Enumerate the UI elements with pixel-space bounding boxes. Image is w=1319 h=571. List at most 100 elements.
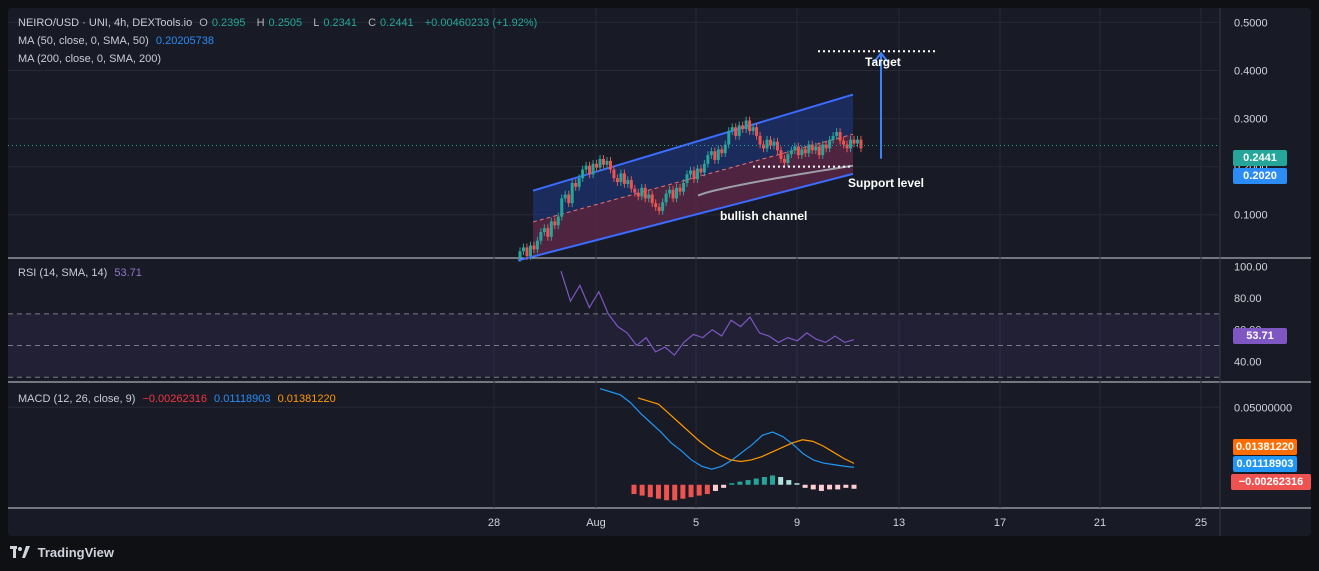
candle-body xyxy=(608,160,612,170)
candle-body xyxy=(775,141,779,151)
rsi-value: 53.71 xyxy=(114,267,142,279)
last-price-tag: 0.2441 xyxy=(1233,150,1287,166)
candle-body xyxy=(730,127,734,132)
ohlc-legend: NEIRO/USD · UNI, 4h, DEXTools.io O 0.2395… xyxy=(18,17,541,29)
candle-body xyxy=(821,144,825,156)
candle-body xyxy=(838,132,842,141)
macd-histogram-bar xyxy=(672,484,678,501)
candle-body xyxy=(518,251,522,258)
macd-histogram-bar xyxy=(827,484,833,490)
candle-body xyxy=(615,178,619,183)
candle-body xyxy=(633,188,637,193)
macd-legend[interactable]: MACD (12, 26, close, 9) −0.00262316 0.01… xyxy=(18,393,340,405)
candle-body xyxy=(849,139,853,149)
macd-histogram-bar xyxy=(851,484,857,489)
macd-histogram-bar xyxy=(688,484,694,498)
candle-body xyxy=(577,178,581,187)
candle-body xyxy=(602,158,605,165)
rsi-value-tag: 53.71 xyxy=(1233,328,1287,344)
candle-body xyxy=(842,140,846,145)
candle-body xyxy=(622,173,626,184)
candle-body xyxy=(688,170,692,175)
macd-tick-label: 0.05000000 xyxy=(1234,402,1292,414)
candle-body xyxy=(786,154,790,163)
candle-body xyxy=(755,127,759,136)
macd-histogram-bar xyxy=(843,484,849,488)
candle-body xyxy=(574,183,578,187)
candle-body xyxy=(762,144,766,149)
tradingview-logo[interactable]: TradingView xyxy=(10,545,114,560)
macd-histogram-bar xyxy=(745,480,751,485)
ma50-legend[interactable]: MA (50, close, 0, SMA, 50) 0.20205738 xyxy=(18,35,218,47)
candle-body xyxy=(744,120,748,130)
open-value: 0.2395 xyxy=(211,17,246,29)
candle-body xyxy=(737,125,741,136)
candle-body xyxy=(664,193,668,203)
y-tick-label: 0.5000 xyxy=(1234,17,1268,29)
candle-body xyxy=(643,187,647,199)
rsi-tick-label: 80.00 xyxy=(1234,293,1262,305)
macd-hist-tag: −0.00262316 xyxy=(1231,474,1311,490)
candle-body xyxy=(727,131,731,145)
candle-body xyxy=(591,163,595,175)
candle-body xyxy=(528,245,532,257)
candle-body xyxy=(855,139,859,144)
candle-body xyxy=(817,146,821,156)
target-annotation[interactable]: Target xyxy=(865,55,901,69)
candle-body xyxy=(598,158,602,168)
x-tick-label: 25 xyxy=(1195,517,1207,529)
macd-histogram-bar xyxy=(655,484,661,499)
ma200-legend[interactable]: MA (200, close, 0, SMA, 200) xyxy=(18,53,165,65)
candle-body xyxy=(772,141,776,146)
macd-histogram-bar xyxy=(818,484,824,491)
candle-body xyxy=(692,170,696,180)
macd-histogram-bar xyxy=(712,484,718,491)
candle-body xyxy=(716,149,720,160)
macd-histogram-bar xyxy=(664,484,670,501)
candle-body xyxy=(588,165,592,175)
candle-body xyxy=(720,149,724,154)
macd-histogram-bar xyxy=(794,483,800,485)
support-annotation[interactable]: Support level xyxy=(848,176,925,190)
candle-body xyxy=(612,169,616,179)
chart-canvas[interactable]: 28Aug59131721250.10000.20000.30000.40000… xyxy=(8,8,1311,536)
macd-histogram-bar xyxy=(729,483,735,485)
x-tick-label: 13 xyxy=(893,517,905,529)
macd-signal-line xyxy=(637,397,855,464)
candle-body xyxy=(782,158,786,163)
candle-body xyxy=(657,207,661,211)
chart-area[interactable]: 28Aug59131721250.10000.20000.30000.40000… xyxy=(8,8,1311,536)
close-label: C xyxy=(368,17,377,29)
x-tick-label: 17 xyxy=(994,517,1006,529)
candle-body xyxy=(605,160,609,165)
candle-body xyxy=(636,192,640,197)
candle-body xyxy=(800,149,804,156)
ma50-line xyxy=(697,164,854,197)
candle-body xyxy=(765,139,769,149)
macd-histogram-bar xyxy=(810,484,816,490)
candle-body xyxy=(650,194,654,204)
macd-histogram-bar xyxy=(721,484,727,488)
x-tick-label: 21 xyxy=(1094,517,1106,529)
rsi-tick-label: 40.00 xyxy=(1234,356,1262,368)
candle-body xyxy=(619,173,623,183)
candle-body xyxy=(695,168,699,180)
candle-body xyxy=(685,174,689,183)
rsi-legend[interactable]: RSI (14, SMA, 14) 53.71 xyxy=(18,267,146,279)
channel-annotation[interactable]: bullish channel xyxy=(720,209,808,223)
candle-body xyxy=(563,194,567,199)
macd-histogram-bar xyxy=(786,480,792,485)
rsi-line xyxy=(560,270,855,356)
macd-line-tag: 0.01118903 xyxy=(1233,456,1297,472)
change-value: +0.00460233 (+1.92%) xyxy=(424,17,538,29)
macd-line-value: 0.01118903 xyxy=(214,393,271,405)
candle-body xyxy=(824,144,828,149)
candle-body xyxy=(789,150,793,155)
macd-signal-value: 0.01381220 xyxy=(277,393,336,405)
candle-body xyxy=(581,169,585,179)
ma50-label: MA (50, close, 0, SMA, 50) xyxy=(18,35,149,47)
macd-histogram-bar xyxy=(631,484,637,495)
candle-body xyxy=(723,144,727,154)
rsi-tick-label: 100.00 xyxy=(1234,261,1268,273)
high-value: 0.2505 xyxy=(268,17,303,29)
